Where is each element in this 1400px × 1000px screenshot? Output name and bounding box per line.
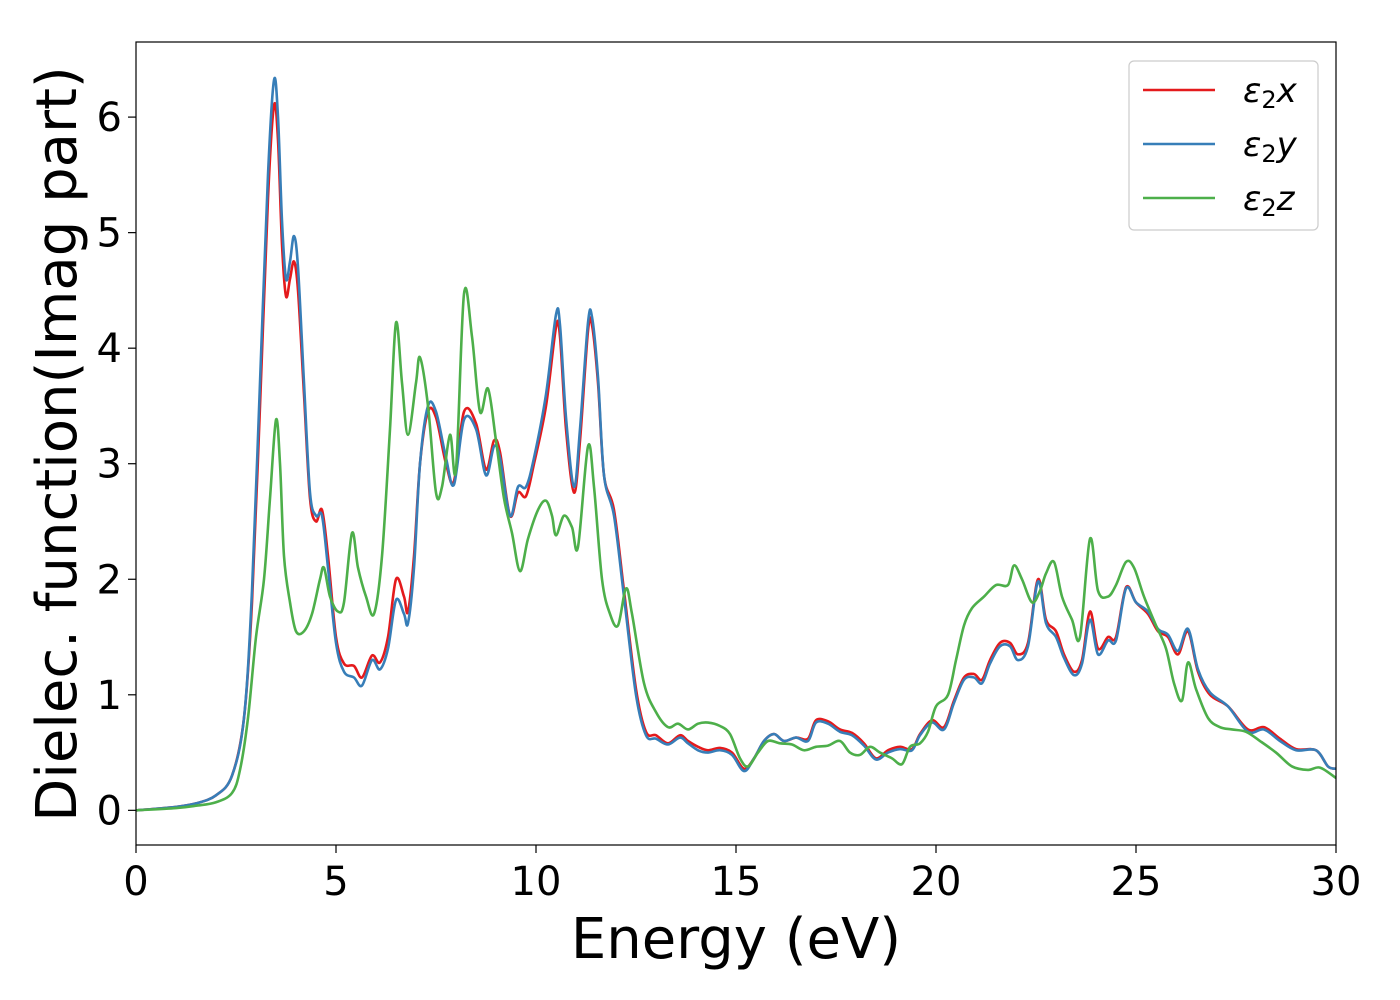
x-axis-title: Energy (eV) (571, 907, 901, 972)
x-tick-label: 0 (123, 859, 148, 905)
series-line-z (136, 286, 1336, 812)
y-tick-label: 3 (97, 442, 122, 488)
y-axis: 0 1 2 3 4 5 6 (97, 95, 136, 834)
y-axis-title: Dielec. function(Imag part) (25, 66, 90, 822)
y-tick-label: 5 (97, 211, 122, 257)
y-tick-label: 6 (97, 95, 122, 141)
x-tick-label: 15 (711, 859, 762, 905)
y-tick-label: 4 (97, 326, 122, 372)
x-tick-label: 20 (911, 859, 962, 905)
x-tick-label: 30 (1311, 859, 1362, 905)
series-layer (136, 76, 1336, 812)
legend: ε2x ε2y ε2z (1128, 60, 1319, 231)
y-tick-label: 0 (97, 788, 122, 834)
legend-label-x: ε2x (1243, 71, 1298, 114)
legend-label-z: ε2z (1243, 179, 1296, 222)
y-tick-label: 2 (97, 557, 122, 603)
legend-label-y: ε2y (1243, 125, 1298, 168)
x-tick-label: 10 (511, 859, 562, 905)
x-axis: 0 5 10 15 20 25 30 (123, 845, 1361, 905)
x-tick-label: 5 (323, 859, 348, 905)
series-line-y (136, 76, 1336, 812)
y-tick-label: 1 (97, 673, 122, 719)
legend-box (1128, 60, 1319, 231)
x-tick-label: 25 (1111, 859, 1162, 905)
